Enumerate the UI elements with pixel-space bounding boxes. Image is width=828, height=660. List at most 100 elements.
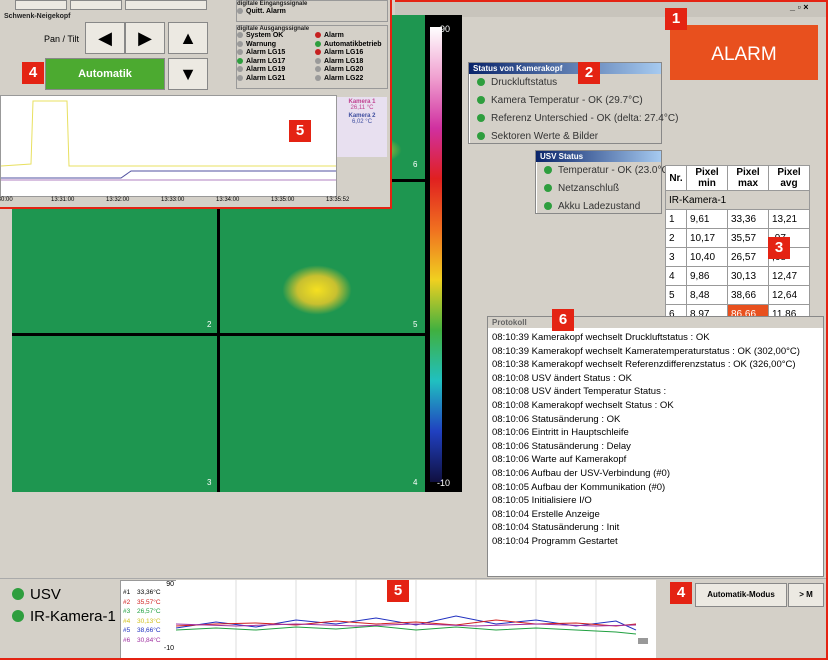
- status-item: Alarm LG18: [315, 57, 387, 67]
- column-header: Pixel avg: [768, 165, 810, 191]
- table-cell: 2: [665, 228, 687, 248]
- log-entry: 08:10:06 Statusänderung : OK: [492, 413, 621, 425]
- x-tick-label: 13:34:00: [216, 197, 240, 203]
- table-cell: 30,13: [727, 266, 769, 286]
- status-label: Referenz Unterschied - OK (delta: 27.4°C…: [491, 113, 679, 124]
- usv-status-window: USV Status Temperatur - OK (23.0°C) Netza…: [535, 150, 672, 214]
- table-cell: 38,66: [727, 285, 769, 305]
- status-item: Alarm LG17: [237, 57, 315, 67]
- status-item: USV: [12, 584, 116, 606]
- log-entry: 08:10:05 Aufbau der Kommunikation (#0): [492, 481, 666, 493]
- x-tick-label: 13:31:00: [51, 197, 75, 203]
- pan-tilt-label: Pan / Tilt: [44, 34, 80, 44]
- channel-row: #5 38,66°C: [121, 626, 176, 636]
- status-item: Sektoren Werte & Bilder: [469, 128, 661, 146]
- status-dot: [237, 40, 243, 47]
- status-label: Akku Ladezustand: [558, 201, 641, 212]
- mode-button[interactable]: Automatik-Modus: [695, 583, 787, 607]
- channel-row: #1 33,36°C: [121, 588, 176, 598]
- cell-label: 3: [207, 478, 212, 487]
- tab[interactable]: [70, 0, 122, 10]
- status-label: Warnung: [246, 40, 277, 48]
- channel-name: #6: [123, 636, 131, 644]
- status-label: Temperatur - OK (23.0°C): [558, 165, 673, 176]
- mode-next[interactable]: > M: [788, 583, 824, 607]
- control-panel: Schwenk-Neigekopf Pan / Tilt ◀ ▶ ▲ ▼ Aut…: [0, 0, 392, 209]
- channel-row: #4 30,13°C: [121, 617, 176, 627]
- badge: 2: [578, 62, 600, 84]
- channel-name: #2: [123, 598, 131, 606]
- log-entry: 08:10:06 Statusänderung : Delay: [492, 440, 631, 452]
- strip-max: 90: [166, 581, 174, 588]
- log-entry: 08:10:38 Kamerakopf wechselt Referenzdif…: [492, 359, 796, 371]
- channel-box: 90 #1 33,36°C #2 35,57°C #3 26,57°C #4 30,13°C #…: [120, 580, 177, 658]
- x-tick-label: 13:32:00: [106, 197, 130, 203]
- status-label: Alarm LG21: [246, 74, 286, 82]
- status-dot: [477, 78, 485, 86]
- status-item: Alarm: [315, 32, 387, 41]
- badge: 6: [552, 309, 574, 331]
- log-entry: 08:10:39 Kamerakopf wechselt Kameratempe…: [492, 345, 800, 357]
- outputs-box: digitale Ausgangssignale System OK Alarm W…: [236, 25, 388, 89]
- left-button[interactable]: ◀: [85, 22, 125, 54]
- up-button[interactable]: ▲: [168, 22, 208, 54]
- legend-name: Kamera 2: [348, 113, 376, 119]
- channel-value: 38,66°C: [137, 627, 161, 634]
- legend-name: Kamera 1: [348, 99, 376, 105]
- badge: 5: [387, 580, 409, 602]
- status-label: Alarm LG18: [324, 57, 364, 65]
- title-bar: [395, 0, 826, 17]
- status-label: Alarm LG16: [324, 49, 364, 56]
- channel-value: 30,13°C: [137, 617, 161, 625]
- status-dot: [237, 66, 243, 72]
- window-controls[interactable]: _ ▫ ×: [790, 2, 809, 12]
- table-cell: 4: [665, 266, 687, 286]
- down-button[interactable]: ▼: [168, 58, 208, 90]
- status-item: Alarm LG16: [315, 49, 387, 58]
- channel-value: 30,84°C: [137, 636, 161, 644]
- status-dot: [315, 49, 321, 55]
- inputs-header: digitale Eingangssignale: [237, 1, 308, 7]
- x-tick-label: :30:00: [0, 197, 13, 203]
- status-item: IR-Kamera-1: [12, 606, 116, 628]
- scale-max: 90: [440, 24, 451, 34]
- tab[interactable]: [15, 0, 67, 10]
- color-scale: [425, 15, 462, 492]
- right-button[interactable]: ▶: [125, 22, 165, 54]
- strip-line: [176, 625, 637, 635]
- log-entry: 08:10:04 Erstelle Anzeige: [492, 508, 600, 520]
- status-dot: [237, 74, 243, 81]
- x-tick-label: 13:35:00: [271, 197, 295, 203]
- status-item: Alarm LG22: [315, 74, 387, 84]
- status-dot: [315, 57, 321, 64]
- log-entry: 08:10:08 Kamerakopf wechselt Status : OK: [492, 399, 674, 411]
- status-dot: [544, 202, 552, 210]
- header-row: Nr. Pixel min Pixel max Pixel avg: [665, 165, 810, 191]
- log-entry: 08:10:08 USV ändert Temperatur Status :: [492, 386, 667, 398]
- status-item: Druckluftstatus: [469, 74, 661, 92]
- table-cell: 26,57: [727, 247, 769, 267]
- group-label: IR-Kamera-1: [665, 190, 810, 210]
- window-title: Protokoll: [488, 317, 823, 328]
- status-dot: [237, 8, 243, 14]
- channel-name: #1: [123, 589, 131, 596]
- scroll-marker: [638, 638, 648, 644]
- hotspot: [282, 265, 352, 315]
- divider: [12, 333, 425, 336]
- status-label: IR-Kamera-1: [30, 608, 116, 625]
- status-label: USV: [30, 586, 61, 603]
- column-header: Pixel max: [727, 165, 769, 191]
- log-entry: 08:10:06 Aufbau der USV-Verbindung (#0): [492, 467, 670, 479]
- tab[interactable]: [125, 0, 207, 10]
- badge: 1: [665, 8, 687, 30]
- log-entry: 08:10:06 Eintritt in Hauptschleife: [492, 427, 629, 439]
- status-label: Quitt. Alarm: [246, 8, 286, 15]
- status-dot: [237, 57, 243, 64]
- window-title: USV Status: [536, 151, 661, 162]
- automatik-button[interactable]: Automatik: [45, 58, 165, 90]
- badge: 4: [22, 62, 44, 84]
- window-title: Status von Kamerakopf: [469, 63, 661, 74]
- status-item: Referenz Unterschied - OK (delta: 27.4°C…: [469, 110, 678, 128]
- status-label: Kamera Temperatur - OK (29.7°C): [491, 95, 643, 106]
